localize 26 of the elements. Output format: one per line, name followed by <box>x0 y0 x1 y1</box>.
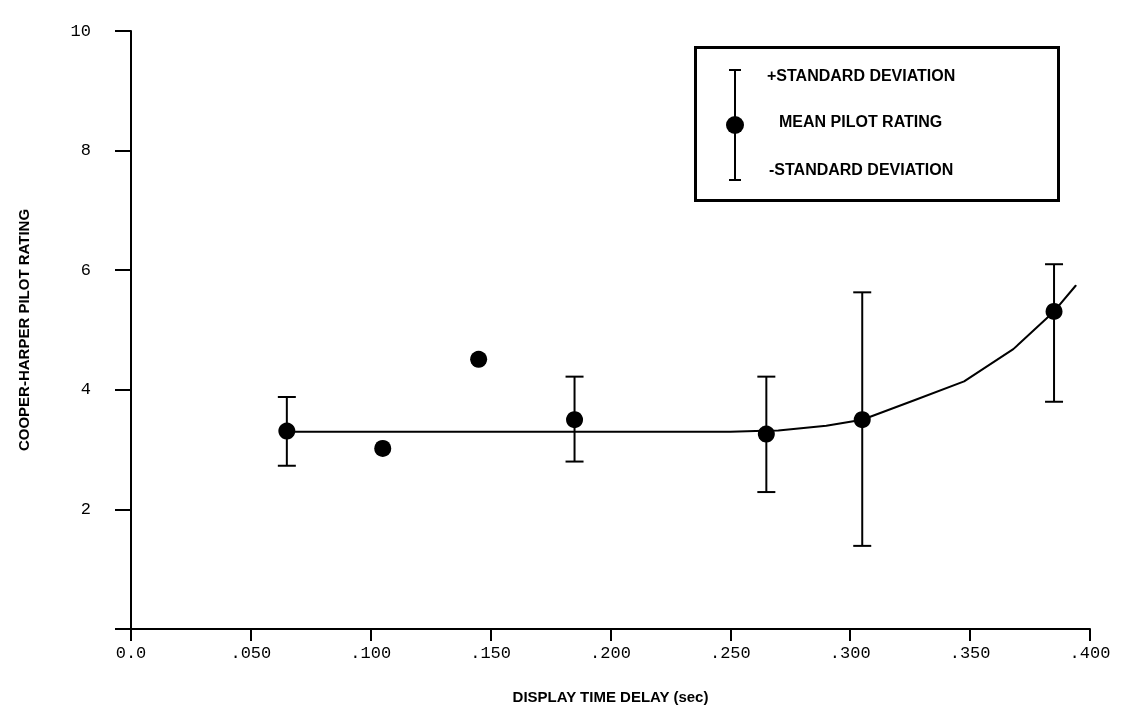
x-tick-label: .150 <box>470 644 512 663</box>
point <box>278 422 296 440</box>
point <box>566 411 584 429</box>
legend-label: MEAN PILOT RATING <box>779 113 943 131</box>
y-tick-label: 2 <box>80 499 91 519</box>
x-tick-label: .300 <box>829 644 871 663</box>
x-tick-label: .400 <box>1069 644 1111 663</box>
point <box>1045 302 1063 320</box>
x-tick-label: .350 <box>949 644 991 663</box>
annotation: -STANDARD DEVIATION <box>769 161 954 179</box>
point <box>470 350 488 368</box>
x-tick-label: .050 <box>230 644 272 663</box>
annotation: +STANDARD DEVIATION <box>767 67 956 85</box>
x-axis-title: DISPLAY TIME DELAY (sec) <box>512 688 709 705</box>
y-tick-label: 4 <box>80 380 91 400</box>
x-tick-label: .250 <box>709 644 751 663</box>
x-tick-label: .200 <box>590 644 631 663</box>
y-tick-label: 6 <box>80 260 91 280</box>
point <box>853 411 871 429</box>
point <box>757 425 775 443</box>
x-tick-label: .100 <box>350 644 392 663</box>
x-tick-label: 0.0 <box>115 644 147 663</box>
y-tick-label: 8 <box>80 141 91 161</box>
y-axis-title: COOPER-HARPER PILOT RATING <box>15 208 32 452</box>
y-tick-label: 10 <box>70 21 91 41</box>
point <box>374 439 392 457</box>
